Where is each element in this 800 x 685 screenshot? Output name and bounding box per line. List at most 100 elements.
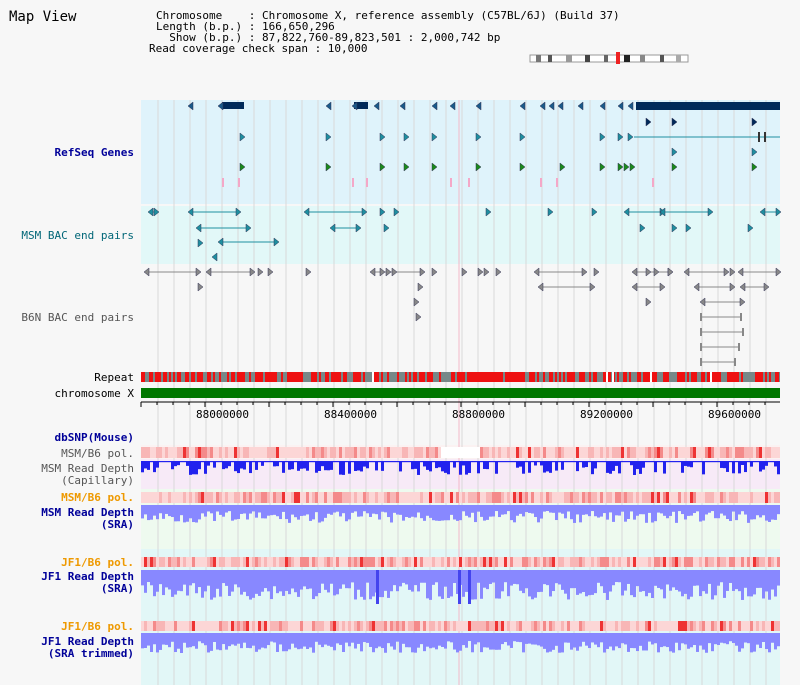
jf1-depth-sra-bar: [351, 570, 354, 583]
msm-pol-1-cell: [423, 447, 426, 458]
msm-pol-1-cell: [564, 447, 567, 458]
msm-depth-capillary-bar: [327, 461, 330, 471]
msm-depth-capillary-bar: [354, 461, 357, 471]
msm-pol-1-cell: [612, 447, 615, 458]
jf1-depth-trimmed-bar: [273, 633, 276, 643]
msm-depth-sra-bar: [561, 505, 564, 514]
jf1-pol-1-cell: [537, 557, 540, 567]
jf1-pol-1-cell: [627, 557, 630, 567]
repeat-element: [193, 372, 195, 382]
repeat-gap: [372, 372, 374, 382]
msm-pol-2-cell: [231, 492, 234, 503]
msm-pol-2-cell: [351, 492, 354, 503]
track-label-msm-depth-capillary[interactable]: MSM Read Depth (Capillary): [41, 463, 134, 487]
msm-pol-1-cell: [243, 447, 246, 458]
jf1-pol-2-cell: [471, 621, 474, 631]
msm-pol-1-cell: [765, 447, 768, 458]
msm-depth-sra-bar: [714, 505, 717, 519]
jf1-depth-trimmed-bar: [702, 633, 705, 650]
track-label-msm-depth-sra[interactable]: MSM Read Depth (SRA): [41, 507, 134, 531]
jf1-pol-1-cell: [513, 557, 516, 567]
msm-bac-end: [485, 207, 492, 217]
msm-pol-2-cell: [495, 492, 498, 503]
msm-pol-1-cell: [576, 447, 579, 458]
track-label-jf1-depth-trimmed[interactable]: JF1 Read Depth (SRA trimmed): [41, 636, 134, 660]
jf1-depth-sra-bar: [549, 570, 552, 597]
msm-depth-capillary-bar: [543, 461, 546, 473]
repeat-element: [537, 372, 539, 382]
jf1-pol-2-cell: [348, 621, 351, 631]
b6n-bac-pair-end: [581, 267, 588, 277]
jf1-pol-1-cell: [258, 557, 261, 567]
msm-depth-capillary-bar: [222, 461, 225, 470]
msm-depth-sra-bar: [456, 505, 459, 521]
jf1-depth-sra-bar: [363, 570, 366, 600]
repeat-element: [423, 372, 425, 382]
msm-pol-1-cell: [141, 447, 144, 458]
msm-depth-sra-bar: [711, 505, 714, 512]
msm-depth-sra-bar: [522, 505, 525, 517]
track-label-jf1-depth-sra[interactable]: JF1 Read Depth (SRA): [41, 571, 134, 595]
jf1-pol-1-cell: [147, 557, 150, 567]
track-label-refseq-genes[interactable]: RefSeq Genes: [54, 146, 134, 159]
msm-depth-capillary-bar: [426, 461, 429, 470]
jf1-pol-1-cell: [243, 557, 246, 567]
track-label-msm-b6-pol-1[interactable]: MSM/B6 pol.: [61, 447, 134, 460]
jf1-depth-trimmed-bar: [483, 633, 486, 648]
msm-depth-sra-bar: [696, 505, 699, 512]
jf1-depth-trimmed-bar: [744, 633, 747, 643]
msm-pol-1-cell: [162, 447, 165, 458]
track-label-msm-b6-pol-2[interactable]: MSM/B6 pol.: [61, 491, 134, 504]
track-label-jf1-b6-pol-1[interactable]: JF1/B6 pol.: [61, 556, 134, 569]
ideogram-band: [566, 55, 572, 62]
msm-pol-2-cell: [414, 492, 417, 503]
msm-depth-sra-bar: [702, 505, 705, 521]
jf1-depth-sra-bar: [348, 570, 351, 589]
msm-depth-capillary-bar: [357, 461, 360, 471]
jf1-pol-1-cell: [303, 557, 306, 567]
msm-pol-2-cell: [309, 492, 312, 503]
jf1-pol-1-cell: [756, 557, 759, 567]
msm-depth-sra-bar: [378, 505, 381, 520]
b6n-bac-pair-end: [369, 267, 376, 277]
msm-pol-1-cell: [450, 447, 453, 458]
jf1-pol-2-cell: [261, 621, 264, 631]
track-label-dbsnp[interactable]: dbSNP(Mouse): [54, 431, 134, 444]
msm-depth-capillary-bar: [513, 461, 516, 463]
jf1-pol-2-cell: [390, 621, 393, 631]
jf1-pol-2-cell: [615, 621, 618, 631]
repeat-element: [481, 372, 483, 382]
track-label-msm-bac[interactable]: MSM BAC end pairs: [21, 229, 134, 242]
repeat-element: [677, 372, 679, 382]
jf1-depth-sra-spike: [458, 570, 461, 604]
msm-depth-sra-bar: [171, 505, 174, 518]
msm-pol-2-cell: [771, 492, 774, 503]
jf1-pol-1-cell: [492, 557, 495, 567]
repeat-element: [231, 372, 233, 382]
msm-depth-capillary-bar: [690, 461, 693, 468]
track-label-b6n-bac[interactable]: B6N BAC end pairs: [21, 311, 134, 324]
track-label-jf1-b6-pol-2[interactable]: JF1/B6 pol.: [61, 620, 134, 633]
msm-pol-2-cell: [525, 492, 528, 503]
jf1-pol-1-cell: [489, 557, 492, 567]
msm-pol-1-cell: [624, 447, 627, 458]
jf1-depth-sra-bar: [336, 570, 339, 595]
msm-depth-sra-bar: [525, 505, 528, 513]
msm-depth-sra-bar: [408, 505, 411, 518]
msm-pol-2-cell: [183, 492, 186, 503]
jf1-depth-trimmed-bar: [489, 633, 492, 650]
jf1-pol-1-cell: [264, 557, 267, 567]
jf1-depth-sra-bar: [585, 570, 588, 597]
jf1-depth-trimmed-bar: [459, 633, 462, 651]
msm-depth-capillary-bar: [291, 461, 294, 470]
jf1-pol-1-cell: [645, 557, 648, 567]
msm-pol-2-cell: [402, 492, 405, 503]
jf1-pol-1-cell: [681, 557, 684, 567]
jf1-depth-sra-bar: [660, 570, 663, 590]
msm-depth-sra-bar: [657, 505, 660, 513]
msm-depth-capillary-bar: [477, 461, 480, 474]
jf1-pol-2-cell: [354, 621, 357, 631]
jf1-depth-sra-bar: [279, 570, 282, 592]
jf1-pol-2-cell: [597, 621, 600, 631]
